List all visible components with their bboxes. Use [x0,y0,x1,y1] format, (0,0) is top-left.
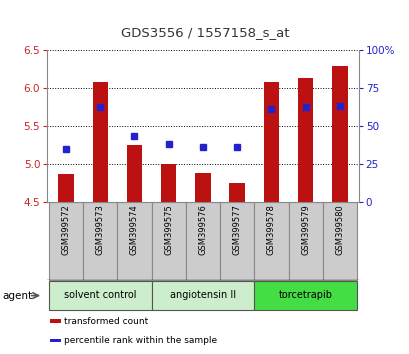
Text: GSM399578: GSM399578 [266,204,275,255]
Text: torcetrapib: torcetrapib [278,290,332,300]
Text: GSM399574: GSM399574 [130,204,139,255]
Bar [50,319,61,323]
FancyBboxPatch shape [185,202,220,280]
Text: GDS3556 / 1557158_s_at: GDS3556 / 1557158_s_at [121,26,288,39]
FancyBboxPatch shape [49,281,151,310]
FancyBboxPatch shape [322,202,356,280]
Text: GSM399579: GSM399579 [301,204,310,255]
FancyBboxPatch shape [83,202,117,280]
Text: angiotensin II: angiotensin II [169,290,236,300]
Bar [331,65,347,202]
FancyBboxPatch shape [254,281,356,310]
Text: GSM399577: GSM399577 [232,204,241,255]
Bar [126,145,142,202]
FancyBboxPatch shape [151,281,254,310]
Bar [92,82,108,202]
Bar [229,183,244,202]
Text: GSM399573: GSM399573 [95,204,104,255]
Bar [263,82,279,202]
Text: transformed count: transformed count [64,316,148,326]
FancyBboxPatch shape [254,202,288,280]
Bar [161,165,176,202]
Bar [297,78,312,202]
Text: GSM399576: GSM399576 [198,204,207,255]
Text: GSM399575: GSM399575 [164,204,173,255]
FancyBboxPatch shape [49,202,83,280]
FancyBboxPatch shape [117,202,151,280]
Text: GSM399572: GSM399572 [61,204,70,255]
Text: agent: agent [2,291,32,301]
FancyBboxPatch shape [220,202,254,280]
FancyBboxPatch shape [288,202,322,280]
FancyBboxPatch shape [151,202,185,280]
Bar [58,173,74,202]
Bar [50,339,61,342]
Text: percentile rank within the sample: percentile rank within the sample [64,336,217,345]
Text: GSM399580: GSM399580 [335,204,344,255]
Text: solvent control: solvent control [64,290,136,300]
Bar [195,173,210,202]
